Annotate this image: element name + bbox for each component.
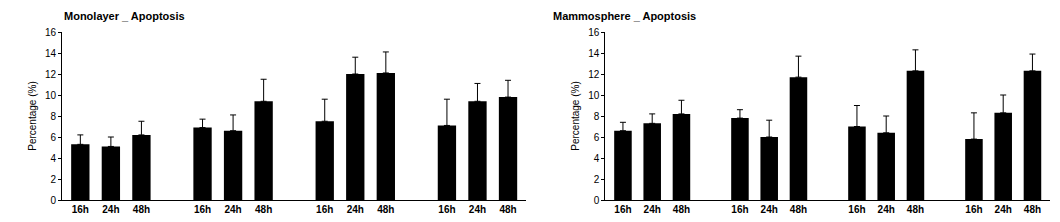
svg-text:10: 10 — [45, 90, 57, 101]
svg-text:Monolayer _ Apoptosis: Monolayer _ Apoptosis — [64, 10, 185, 22]
svg-text:48h: 48h — [673, 204, 690, 215]
svg-text:4: 4 — [594, 153, 600, 164]
svg-text:16h: 16h — [731, 204, 748, 215]
svg-text:16h: 16h — [614, 204, 631, 215]
svg-text:16h: 16h — [72, 204, 89, 215]
svg-text:24h: 24h — [347, 204, 364, 215]
svg-text:0: 0 — [50, 195, 56, 206]
svg-text:24h: 24h — [469, 204, 486, 215]
svg-text:Percentage (%): Percentage (%) — [570, 81, 581, 150]
svg-text:12: 12 — [45, 69, 57, 80]
svg-text:2: 2 — [50, 174, 56, 185]
svg-text:6: 6 — [594, 132, 600, 143]
svg-text:24h: 24h — [102, 204, 119, 215]
svg-text:24h: 24h — [761, 204, 778, 215]
svg-text:0: 0 — [594, 195, 600, 206]
svg-text:48h: 48h — [255, 204, 272, 215]
svg-text:48h: 48h — [790, 204, 807, 215]
svg-text:Percentage (%): Percentage (%) — [27, 81, 38, 150]
svg-text:2: 2 — [594, 174, 600, 185]
svg-text:48h: 48h — [377, 204, 394, 215]
svg-text:Mammosphere _ Apoptosis: Mammosphere _ Apoptosis — [553, 10, 696, 22]
svg-text:24h: 24h — [878, 204, 895, 215]
svg-text:16: 16 — [588, 27, 600, 38]
svg-text:48h: 48h — [907, 204, 924, 215]
svg-text:24h: 24h — [644, 204, 661, 215]
svg-text:14: 14 — [45, 48, 57, 59]
svg-text:8: 8 — [594, 111, 600, 122]
svg-text:8: 8 — [50, 111, 56, 122]
svg-text:4: 4 — [50, 153, 56, 164]
svg-text:24h: 24h — [224, 204, 241, 215]
svg-text:48h: 48h — [499, 204, 516, 215]
svg-text:16h: 16h — [194, 204, 211, 215]
svg-text:16h: 16h — [316, 204, 333, 215]
svg-text:24h: 24h — [995, 204, 1012, 215]
svg-text:16h: 16h — [965, 204, 982, 215]
svg-text:16h: 16h — [848, 204, 865, 215]
svg-text:12: 12 — [588, 69, 600, 80]
svg-text:48h: 48h — [1024, 204, 1041, 215]
svg-text:48h: 48h — [133, 204, 150, 215]
svg-text:16: 16 — [45, 27, 57, 38]
svg-text:16h: 16h — [438, 204, 455, 215]
svg-text:14: 14 — [588, 48, 600, 59]
svg-text:6: 6 — [50, 132, 56, 143]
svg-text:10: 10 — [588, 90, 600, 101]
